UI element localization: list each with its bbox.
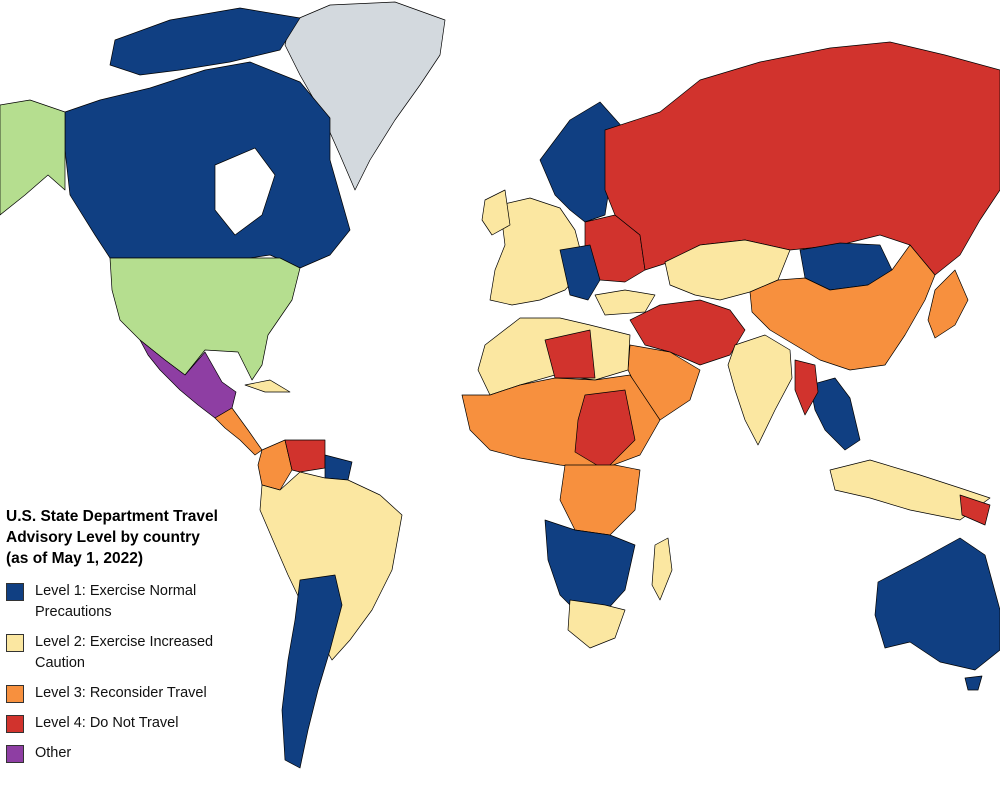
region-greenland xyxy=(284,1,446,191)
region-southern-africa xyxy=(544,519,636,616)
region-britain xyxy=(481,189,511,236)
region-argentina xyxy=(281,574,343,769)
legend-item: Level 4: Do Not Travel xyxy=(6,713,221,734)
legend-swatch xyxy=(6,583,24,601)
region-turkey xyxy=(594,289,656,316)
legend-item: Level 2: Exercise Increased Caution xyxy=(6,632,221,674)
region-central-africa xyxy=(559,464,641,536)
region-central-america xyxy=(214,407,263,456)
region-united-states xyxy=(109,257,301,381)
legend-items: Level 1: Exercise Normal Precautions Leve… xyxy=(6,581,221,764)
legend-item: Level 1: Exercise Normal Precautions xyxy=(6,581,221,623)
region-japan xyxy=(927,269,969,339)
legend-title: U.S. State Department Travel Advisory Le… xyxy=(6,508,218,567)
legend-swatch xyxy=(6,634,24,652)
legend-item: Other xyxy=(6,743,221,764)
region-south-africa xyxy=(567,599,626,649)
region-libya xyxy=(544,329,596,379)
legend-swatch xyxy=(6,685,24,703)
region-guianas xyxy=(324,454,353,481)
legend-label: Level 2: Exercise Increased Caution xyxy=(35,634,214,671)
legend-label: Level 1: Exercise Normal Precautions xyxy=(35,583,197,620)
legend-item: Level 3: Reconsider Travel xyxy=(6,683,221,704)
region-canada xyxy=(64,61,351,269)
legend-label: Other xyxy=(35,745,72,761)
region-china xyxy=(749,244,936,371)
region-madagascar xyxy=(651,537,673,601)
region-myanmar xyxy=(794,359,819,416)
region-western-europe xyxy=(489,197,586,306)
region-russia xyxy=(604,41,1000,276)
region-tasmania xyxy=(964,675,983,691)
region-south-america-level2 xyxy=(259,471,403,661)
hudson-bay xyxy=(214,147,276,236)
legend-label: Level 3: Reconsider Travel xyxy=(35,685,207,701)
region-southeast-asia xyxy=(809,377,861,451)
region-middle-east xyxy=(629,299,746,366)
region-arctic-islands xyxy=(109,7,301,76)
region-papua-new-guinea xyxy=(959,494,991,526)
region-venezuela xyxy=(284,439,326,473)
legend: U.S. State Department Travel Advisory Le… xyxy=(6,506,221,773)
legend-label: Level 4: Do Not Travel xyxy=(35,715,179,731)
region-alaska xyxy=(0,99,66,216)
region-india xyxy=(727,334,793,446)
region-australia xyxy=(874,537,1000,671)
region-caribbean xyxy=(244,379,291,393)
legend-swatch xyxy=(6,745,24,763)
legend-swatch xyxy=(6,715,24,733)
region-balkans xyxy=(559,244,601,301)
